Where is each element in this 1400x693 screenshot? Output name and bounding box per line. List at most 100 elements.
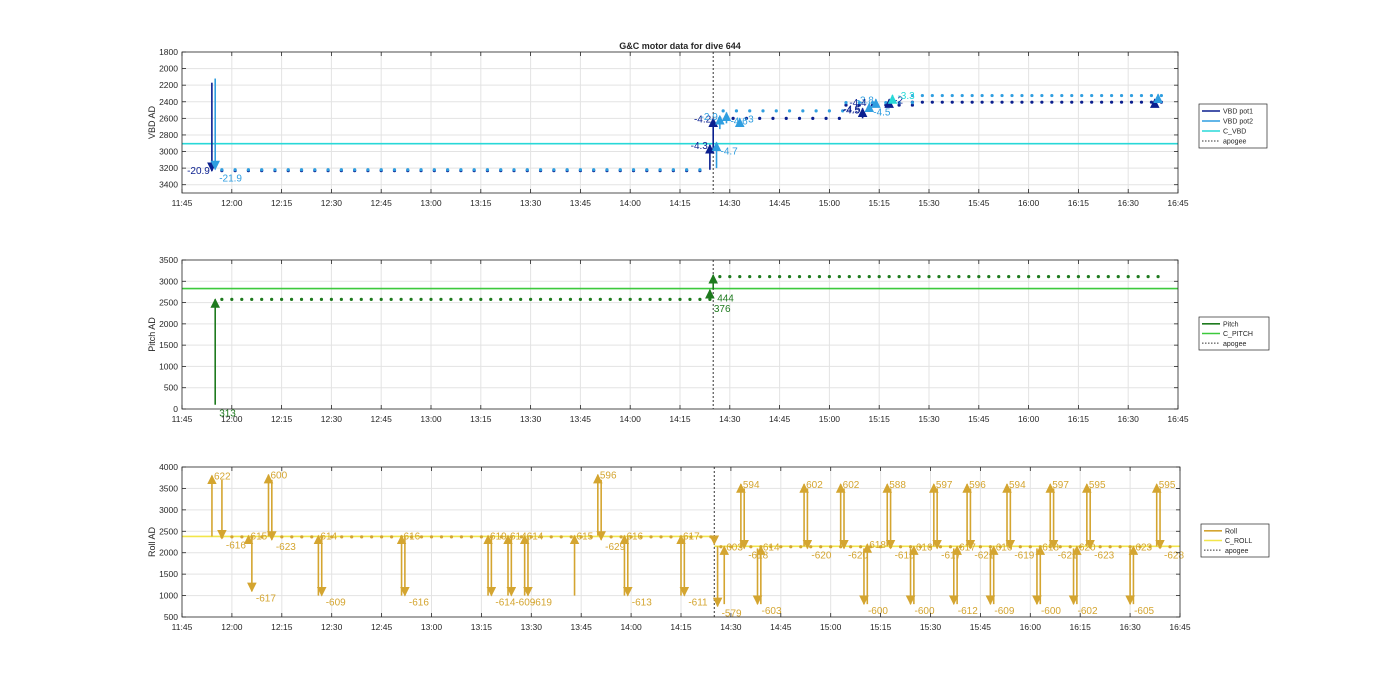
arrow-label: -616 <box>409 598 429 609</box>
data-point <box>1010 100 1014 104</box>
data-point <box>1080 93 1084 98</box>
data-point <box>787 109 792 113</box>
data-point <box>1156 275 1160 279</box>
legend-label: VBD pot2 <box>1223 119 1253 126</box>
arrow-label: 596 <box>969 480 986 491</box>
arrow-label: 602 <box>806 480 823 491</box>
data-point <box>459 168 463 172</box>
data-point <box>1110 93 1114 98</box>
data-point <box>1020 100 1024 104</box>
data-point <box>844 100 848 105</box>
data-point <box>797 116 802 120</box>
arrow-label: -623 <box>1094 550 1114 561</box>
arrow-label: 376 <box>714 304 731 315</box>
arrow-label: -605 <box>1134 606 1154 617</box>
x-tick-label: 13:00 <box>420 198 442 208</box>
data-point <box>768 275 772 279</box>
arrow-label: 614 <box>510 532 527 543</box>
data-point <box>699 535 703 539</box>
data-point <box>565 168 569 172</box>
arrow-label: -2.9 <box>701 112 719 123</box>
data-point <box>1159 93 1163 98</box>
arrow-label: -619 <box>1014 550 1034 561</box>
data-point <box>809 545 813 549</box>
data-point <box>1040 100 1044 104</box>
data-point <box>841 109 845 113</box>
data-point <box>1118 545 1122 549</box>
data-point <box>1116 275 1120 279</box>
data-point <box>1139 100 1144 104</box>
arrow-label: -600 <box>915 606 935 617</box>
x-tick-label: 14:45 <box>769 198 791 208</box>
data-point <box>479 297 483 301</box>
data-point <box>1086 275 1090 279</box>
data-point <box>289 297 294 301</box>
y-axis: 500 1000 1500 2000 2500 3000 3500 4000 <box>159 462 1180 622</box>
grid-lines <box>181 51 1179 193</box>
data-point <box>349 297 353 301</box>
arrow-label: 622 <box>214 472 231 483</box>
data-point <box>829 545 833 549</box>
data-point <box>1060 100 1064 104</box>
data-point <box>719 545 723 549</box>
data-point <box>230 297 234 301</box>
x-tick-label: 12:30 <box>321 198 343 208</box>
data-point <box>950 100 954 104</box>
data-point <box>429 297 433 301</box>
data-point <box>927 275 931 279</box>
x-tick-label: 13:45 <box>570 414 592 424</box>
data-point <box>678 297 682 301</box>
data-point <box>1108 545 1112 549</box>
data-point <box>529 297 533 301</box>
data-point <box>658 297 662 301</box>
arrow-label: -620 <box>848 550 868 561</box>
data-point <box>908 545 913 549</box>
x-tick-label: 15:00 <box>820 622 842 632</box>
data-point <box>485 168 490 172</box>
x-tick-label: 13:15 <box>471 622 493 632</box>
data-point <box>240 535 244 539</box>
arrow-label: 597 <box>1052 480 1069 491</box>
arrow-label: 615 <box>251 532 268 543</box>
y-tick-label: 3200 <box>159 163 178 173</box>
data-point <box>1138 545 1142 549</box>
arrow-label: 588 <box>889 480 906 491</box>
data-point <box>568 297 573 301</box>
arrow-label: -617 <box>256 593 276 604</box>
data-point <box>1100 93 1104 98</box>
data-point <box>1058 545 1062 549</box>
x-tick-label: 15:30 <box>920 622 942 632</box>
arrow-label: 616 <box>626 532 643 543</box>
data-point <box>1159 100 1163 104</box>
arrow-label: 603 <box>726 542 743 553</box>
data-point <box>819 545 823 549</box>
data-point <box>849 545 853 549</box>
data-point <box>1027 275 1031 279</box>
data-point <box>549 535 553 539</box>
data-point <box>369 297 373 301</box>
data-point <box>867 275 871 279</box>
data-point <box>897 100 901 105</box>
data-point <box>1100 100 1104 104</box>
data-point <box>499 168 503 172</box>
data-point <box>260 168 264 172</box>
y-tick-label: 2500 <box>159 298 178 308</box>
data-point <box>1040 93 1044 98</box>
data-point <box>609 535 613 539</box>
arrow-label: 595 <box>1159 480 1176 491</box>
data-point <box>648 297 652 301</box>
data-point <box>449 535 454 539</box>
data-point <box>1090 93 1094 98</box>
data-point <box>1149 100 1154 104</box>
data-point <box>749 545 753 549</box>
data-point <box>389 297 393 301</box>
data-point <box>569 535 573 539</box>
arrow-label: -621 <box>974 550 994 561</box>
data-point <box>1030 93 1034 98</box>
legend-label: C_ROLL <box>1225 538 1252 545</box>
x-tick-label: 16:30 <box>1119 622 1141 632</box>
chart-panel-3: 622 -616 615 -617 600 -623 614 -609 616 -616 619 -6… <box>147 462 1270 632</box>
